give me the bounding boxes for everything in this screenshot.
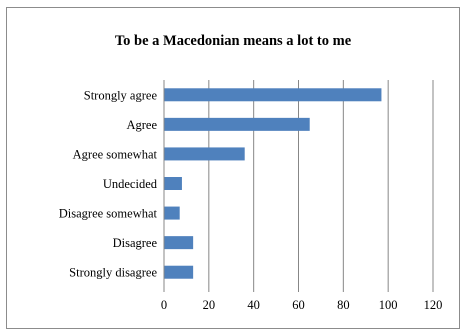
category-label: Disagree	[113, 236, 158, 250]
x-tick-label: 20	[203, 298, 216, 312]
bar	[164, 88, 382, 102]
category-label: Strongly disagree	[69, 266, 157, 280]
category-label: Strongly agree	[84, 88, 158, 102]
category-label: Undecided	[103, 177, 158, 191]
category-label: Disagree somewhat	[59, 207, 158, 221]
x-tick-label: 80	[337, 298, 350, 312]
category-label: Agree	[126, 118, 157, 132]
category-label: Agree somewhat	[73, 147, 158, 161]
x-tick-label: 100	[379, 298, 398, 312]
chart-frame	[6, 7, 460, 329]
category-labels: Strongly agree Agree Agree somewhat Undecid…	[59, 88, 158, 279]
bar	[164, 206, 180, 220]
x-tick-label: 0	[161, 298, 167, 312]
bar	[164, 265, 194, 279]
x-tick-label: 40	[247, 298, 260, 312]
bar	[164, 236, 194, 250]
gridlines	[208, 80, 434, 292]
x-tick-labels: 0 20 40 60 80 100 120	[161, 298, 443, 312]
x-tick-label: 120	[424, 298, 443, 312]
x-tick-label: 60	[292, 298, 305, 312]
bar	[164, 177, 182, 190]
bars	[164, 88, 382, 279]
chart-title: To be a Macedonian means a lot to me	[115, 33, 352, 49]
bar	[164, 117, 310, 131]
bar	[164, 147, 245, 161]
